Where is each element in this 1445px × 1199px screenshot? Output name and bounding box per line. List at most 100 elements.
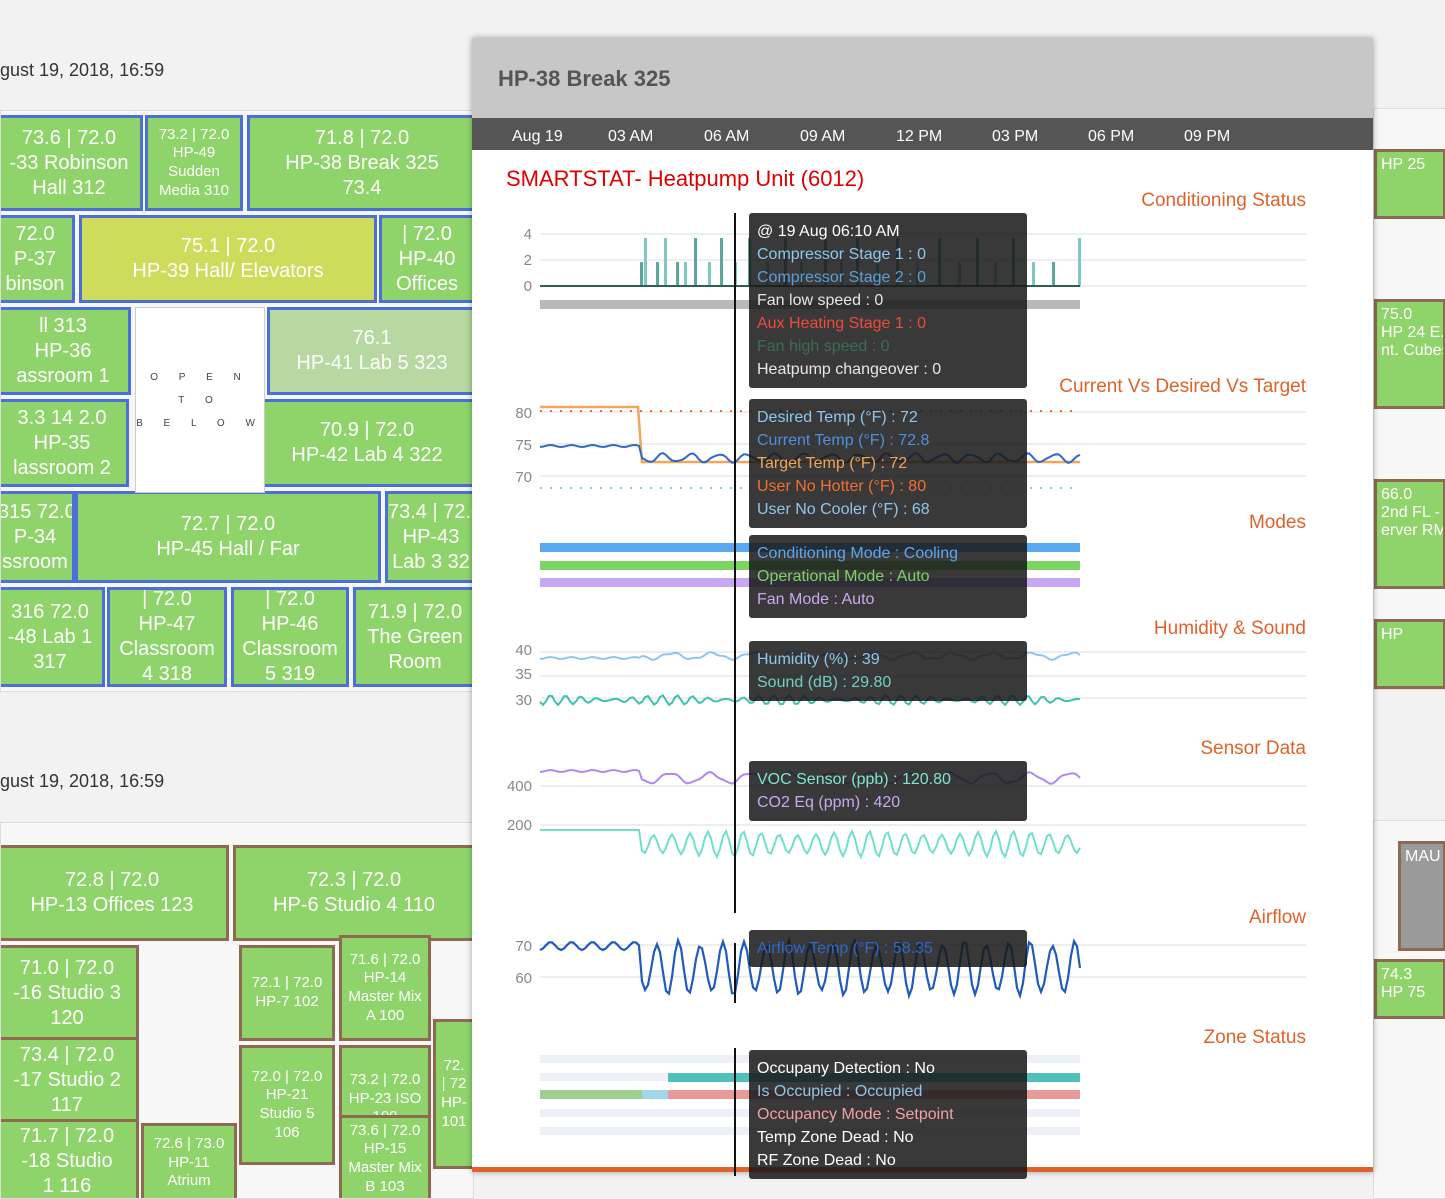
- sound-line: [539, 693, 1081, 707]
- room-bottom-6[interactable]: 72.0 | 72.0 HP-21 Studio 5 106: [239, 1045, 335, 1165]
- room-label: 72.3 | 72.0: [306, 869, 402, 891]
- timeline-tick[interactable]: 12 PM: [896, 128, 943, 145]
- tooltip-zone-status: Occupany Detection : No Is Occupied : Occ…: [749, 1050, 1027, 1179]
- tooltip-row: RF Zone Dead : No: [757, 1152, 896, 1169]
- room-label: | 72.0: [265, 588, 315, 610]
- room-top-2[interactable]: 71.8 | 72.0 HP-38 Break 325 73.4: [247, 115, 473, 211]
- room-top-10[interactable]: 315 72.0 P-34 ssroom: [0, 491, 75, 583]
- time-cursor-line[interactable]: [734, 213, 736, 913]
- axis-tick-label: 80: [515, 405, 532, 422]
- room-top-1[interactable]: 73.2 | 72.0 HP-49 Sudden Media 310: [145, 115, 243, 211]
- room-label: 3.3 14 2.0: [17, 406, 107, 429]
- room-label: Master Mix: [348, 1159, 422, 1176]
- room-label: HP-35: [33, 431, 91, 454]
- tooltip-airflow: Airflow Temp (°F) : 58.35: [749, 930, 1027, 967]
- tooltip-row: Fan Mode : Auto: [757, 591, 875, 608]
- room-label: 315 72.0: [0, 500, 75, 523]
- floorplan-bottom-date: gust 19, 2018, 16:59: [0, 771, 165, 791]
- axis-tick-label: 60: [515, 970, 532, 987]
- tooltip-row: Aux Heating Stage 1 : 0: [757, 315, 926, 332]
- room-label: erver RM: [1381, 522, 1445, 539]
- timeline-bar[interactable]: Aug 19 03 AM 06 AM 09 AM 12 PM 03 PM 06 PM 09 P…: [472, 118, 1373, 150]
- room-label: 101: [441, 1112, 467, 1130]
- room-top-9[interactable]: 70.9 | 72.0 HP-42 Lab 4 322: [257, 399, 473, 487]
- room-top-6[interactable]: ll 313 HP-36 assroom 1: [1, 307, 131, 395]
- room-label: 1 116: [42, 1174, 92, 1197]
- room-label: 120: [50, 1006, 84, 1029]
- room-bottom-3[interactable]: 72.1 | 72.0 HP-7 102: [239, 945, 335, 1041]
- room-right-5[interactable]: 74.3 HP 75: [1374, 959, 1445, 1019]
- axis-tick-label: 200: [507, 817, 532, 834]
- tooltip-row: Current Temp (°F) : 72.8: [757, 432, 930, 449]
- floorplan-right[interactable]: HP 25 75.0 HP 24 E. nt. Cubes 66.0 2nd FL - er…: [1373, 108, 1445, 690]
- timeline-tick[interactable]: 06 PM: [1088, 128, 1135, 145]
- room-bottom-8[interactable]: 71.7 | 72.0 -18 Studio 1 116: [1, 1119, 139, 1198]
- room-label: HP 25: [1381, 156, 1426, 173]
- room-bottom-1[interactable]: 72.3 | 72.0 HP-6 Studio 4 110: [233, 845, 473, 941]
- time-cursor-line-airflow: [734, 943, 736, 1003]
- timeline-tick[interactable]: 03 PM: [992, 128, 1039, 145]
- room-bottom-9[interactable]: 72.6 | 73.0 HP-11 Atrium: [141, 1123, 237, 1198]
- room-top-7[interactable]: 76.1 HP-41 Lab 5 323: [267, 307, 473, 395]
- conditioning-bar: [676, 262, 679, 286]
- room-bottom-0[interactable]: 72.8 | 72.0 HP-13 Offices 123: [1, 845, 229, 941]
- room-top-13[interactable]: 316 72.0 -48 Lab 1 317: [1, 587, 105, 687]
- room-label: | 72.0: [402, 222, 452, 245]
- floorplan-right-bottom[interactable]: MAU 74.3 HP 75: [1373, 820, 1445, 1199]
- room-bottom-2[interactable]: 71.0 | 72.0 -16 Studio 3 120: [1, 945, 139, 1041]
- room-top-12[interactable]: 73.4 | 72.0 HP-43 Lab 3 32: [385, 491, 473, 583]
- room-top-4[interactable]: 75.1 | 72.0 HP-39 Hall/ Elevators: [79, 215, 377, 303]
- room-bottom-5[interactable]: 73.4 | 72.0 -17 Studio 2 117: [1, 1037, 139, 1123]
- timeline-tick[interactable]: 06 AM: [704, 128, 750, 145]
- floorplan-bottom[interactable]: 72.8 | 72.0 HP-13 Offices 123 72.3 | 72.0 H…: [0, 822, 474, 1199]
- room-top-8[interactable]: 3.3 14 2.0 HP-35 lassroom 2: [1, 399, 129, 487]
- room-label: Sudden: [168, 163, 220, 180]
- tooltip-row: Heatpump changeover : 0: [757, 361, 942, 378]
- conditioning-bar: [640, 262, 643, 286]
- room-right-4[interactable]: MAU: [1398, 841, 1445, 951]
- room-label: HP-38 Break 325: [285, 151, 439, 174]
- room-right-1[interactable]: 75.0 HP 24 E. nt. Cubes: [1374, 299, 1445, 409]
- timeline-tick[interactable]: 09 PM: [1184, 128, 1231, 145]
- room-top-16[interactable]: 71.9 | 72.0 The Green Room: [353, 587, 473, 687]
- room-right-2[interactable]: 66.0 2nd FL - erver RM: [1374, 479, 1445, 589]
- room-top-15[interactable]: | 72.0 HP-46 Classroom 5 319: [231, 587, 349, 687]
- floorplan-top[interactable]: 73.6 | 72.0 -33 Robinson Hall 312 73.2 | 72…: [0, 110, 474, 692]
- room-top-3[interactable]: 72.0 P-37 binson: [1, 215, 75, 303]
- timeline-tick[interactable]: 03 AM: [608, 128, 654, 145]
- room-right-3[interactable]: HP: [1374, 619, 1445, 689]
- open-to-below-area: O P E N T O B E L O W: [135, 307, 265, 493]
- room-label: 71.7 | 72.0: [19, 1124, 115, 1147]
- tooltip-row: User No Hotter (°F) : 80: [757, 478, 927, 495]
- room-top-0[interactable]: 73.6 | 72.0 -33 Robinson Hall 312: [1, 115, 143, 211]
- room-label: nt. Cubes: [1381, 342, 1445, 359]
- room-top-14[interactable]: | 72.0 HP-47 Classroom 4 318: [107, 587, 227, 687]
- room-label: MAU: [1405, 848, 1441, 865]
- room-bottom-4[interactable]: 71.6 | 72.0 HP-14 Master Mix A 100: [339, 935, 431, 1041]
- timeline-tick[interactable]: Aug 19: [512, 128, 563, 145]
- room-top-5[interactable]: | 72.0 HP-40 Offices: [379, 215, 473, 303]
- tooltip-temperatures: Desired Temp (°F) : 72 Current Temp (°F) …: [749, 399, 1027, 528]
- room-label: -16 Studio 3: [13, 981, 121, 1004]
- room-label: 73.4 | 72.0: [19, 1043, 115, 1066]
- tooltip-row: Fan high speed : 0: [757, 338, 890, 355]
- tooltip-row: Desired Temp (°F) : 72: [757, 409, 918, 426]
- room-label: P-34: [13, 525, 57, 548]
- room-label: 2nd FL -: [1381, 504, 1440, 521]
- timeline-tick[interactable]: 09 AM: [800, 128, 846, 145]
- room-label: 76.1: [352, 327, 392, 349]
- tooltip-row: Sound (dB) : 29.80: [757, 674, 892, 691]
- room-label: | 72: [441, 1075, 467, 1093]
- open-to-below-text: T O: [178, 394, 222, 406]
- tooltip-row: Target Temp (°F) : 72: [757, 455, 908, 472]
- room-right-0[interactable]: HP 25: [1374, 149, 1445, 219]
- room-bottom-11[interactable]: 72. | 72 HP- 101: [433, 1019, 473, 1169]
- room-top-11[interactable]: 72.7 | 72.0 HP-45 Hall / Far: [75, 491, 381, 583]
- room-label: binson: [5, 272, 65, 295]
- room-label: HP-47: [138, 613, 196, 635]
- axis-tick-label: 35: [515, 666, 532, 683]
- room-label: 317: [33, 650, 67, 673]
- room-bottom-10[interactable]: 73.6 | 72.0 HP-15 Master Mix B 103: [339, 1115, 431, 1198]
- device-name: SMARTSTAT- Heatpump Unit (6012): [506, 166, 865, 191]
- tooltip-row: User No Cooler (°F) : 68: [757, 501, 930, 518]
